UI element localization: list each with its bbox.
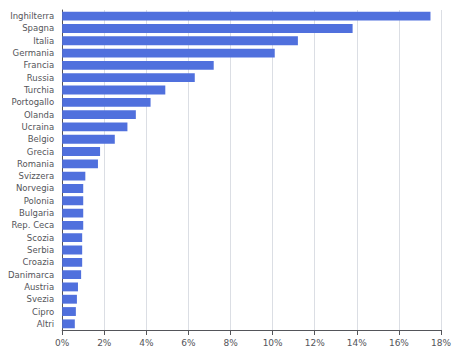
svg-text:Cipro: Cipro [32, 307, 54, 317]
svg-text:10%: 10% [263, 338, 283, 348]
svg-text:14%: 14% [347, 338, 367, 348]
svg-text:16%: 16% [389, 338, 409, 348]
svg-text:Altri: Altri [37, 319, 54, 329]
svg-text:Bulgaria: Bulgaria [19, 208, 54, 218]
svg-text:Belgio: Belgio [28, 134, 54, 144]
svg-text:Russia: Russia [27, 73, 54, 83]
svg-text:Turchia: Turchia [23, 85, 54, 95]
svg-text:0%: 0% [55, 338, 70, 348]
svg-text:Grecia: Grecia [27, 147, 54, 157]
svg-text:Germania: Germania [13, 48, 55, 58]
svg-text:Svezia: Svezia [26, 294, 54, 304]
svg-text:Portogallo: Portogallo [12, 97, 55, 107]
svg-text:Olanda: Olanda [24, 110, 54, 120]
svg-text:18%: 18% [431, 338, 451, 348]
svg-text:Spagna: Spagna [22, 23, 54, 33]
svg-text:Scozia: Scozia [27, 233, 54, 243]
svg-text:Romania: Romania [17, 159, 54, 169]
svg-text:Italia: Italia [33, 36, 54, 46]
svg-text:Ucraina: Ucraina [22, 122, 55, 132]
svg-text:Austria: Austria [24, 282, 54, 292]
svg-text:Norvegia: Norvegia [16, 183, 54, 193]
svg-text:Francia: Francia [24, 60, 55, 70]
svg-text:Croazia: Croazia [22, 257, 54, 267]
svg-text:Rep. Ceca: Rep. Ceca [12, 220, 55, 230]
svg-text:2%: 2% [97, 338, 112, 348]
svg-text:Serbia: Serbia [27, 245, 54, 255]
svg-text:Svizzera: Svizzera [19, 171, 55, 181]
svg-text:Danimarca: Danimarca [8, 270, 54, 280]
svg-text:6%: 6% [181, 338, 196, 348]
svg-text:12%: 12% [305, 338, 325, 348]
svg-text:8%: 8% [223, 338, 238, 348]
svg-text:4%: 4% [139, 338, 154, 348]
svg-text:Inghilterra: Inghilterra [10, 11, 54, 21]
svg-text:Polonia: Polonia [24, 196, 55, 206]
